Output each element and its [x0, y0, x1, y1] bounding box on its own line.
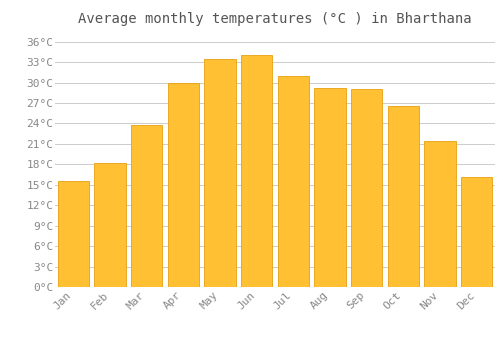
Title: Average monthly temperatures (°C ) in Bharthana: Average monthly temperatures (°C ) in Bh… — [78, 12, 472, 26]
Bar — [168, 83, 199, 287]
Bar — [424, 140, 456, 287]
Bar — [278, 76, 309, 287]
Bar — [94, 163, 126, 287]
Bar — [241, 55, 272, 287]
Bar — [388, 106, 419, 287]
Bar — [204, 59, 236, 287]
Bar — [314, 88, 346, 287]
Bar — [461, 177, 492, 287]
Bar — [351, 89, 382, 287]
Bar — [58, 181, 89, 287]
Bar — [131, 125, 162, 287]
